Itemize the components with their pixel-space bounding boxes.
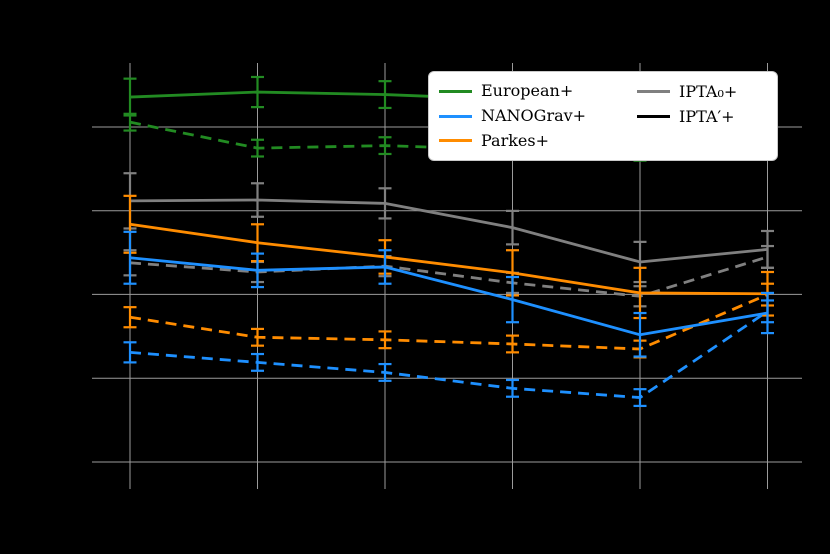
legend-line-european-icon bbox=[439, 89, 472, 93]
legend-label-nanograv: NANOGrav+ bbox=[481, 106, 587, 125]
legend-label-parkes: Parkes+ bbox=[481, 130, 550, 150]
series-line-european-dashed bbox=[129, 120, 768, 154]
legend-item-parkes: Parkes+ bbox=[439, 128, 637, 153]
legend-line-ipta0-icon bbox=[637, 90, 670, 93]
legend-column-1: European+ NANOGrav+ Parkes+ bbox=[439, 79, 637, 153]
legend-item-nanograv: NANOGrav+ bbox=[439, 104, 637, 129]
legend-item-ipta-prime: IPTA′+ bbox=[637, 104, 767, 129]
legend: European+ NANOGrav+ Parkes+ IPTA₀+ IPTA′… bbox=[428, 71, 778, 161]
legend-line-ipta-prime-icon bbox=[637, 115, 670, 118]
legend-line-nanograv-icon bbox=[439, 114, 472, 118]
legend-label-ipta-prime: IPTA′+ bbox=[679, 106, 735, 126]
legend-label-european: European+ bbox=[481, 81, 574, 101]
series-line-ipta0 bbox=[129, 198, 768, 264]
legend-item-european: European+ bbox=[439, 79, 637, 104]
legend-label-ipta0: IPTA₀+ bbox=[679, 81, 738, 101]
legend-column-2: IPTA₀+ IPTA′+ bbox=[637, 79, 767, 153]
legend-item-ipta0: IPTA₀+ bbox=[637, 79, 767, 104]
legend-line-parkes-icon bbox=[439, 139, 472, 143]
series-line-nanograv bbox=[129, 256, 768, 337]
series-line-parkes bbox=[129, 222, 768, 296]
